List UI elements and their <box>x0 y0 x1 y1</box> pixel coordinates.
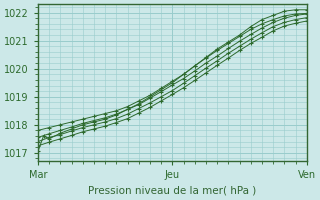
X-axis label: Pression niveau de la mer( hPa ): Pression niveau de la mer( hPa ) <box>88 186 257 196</box>
